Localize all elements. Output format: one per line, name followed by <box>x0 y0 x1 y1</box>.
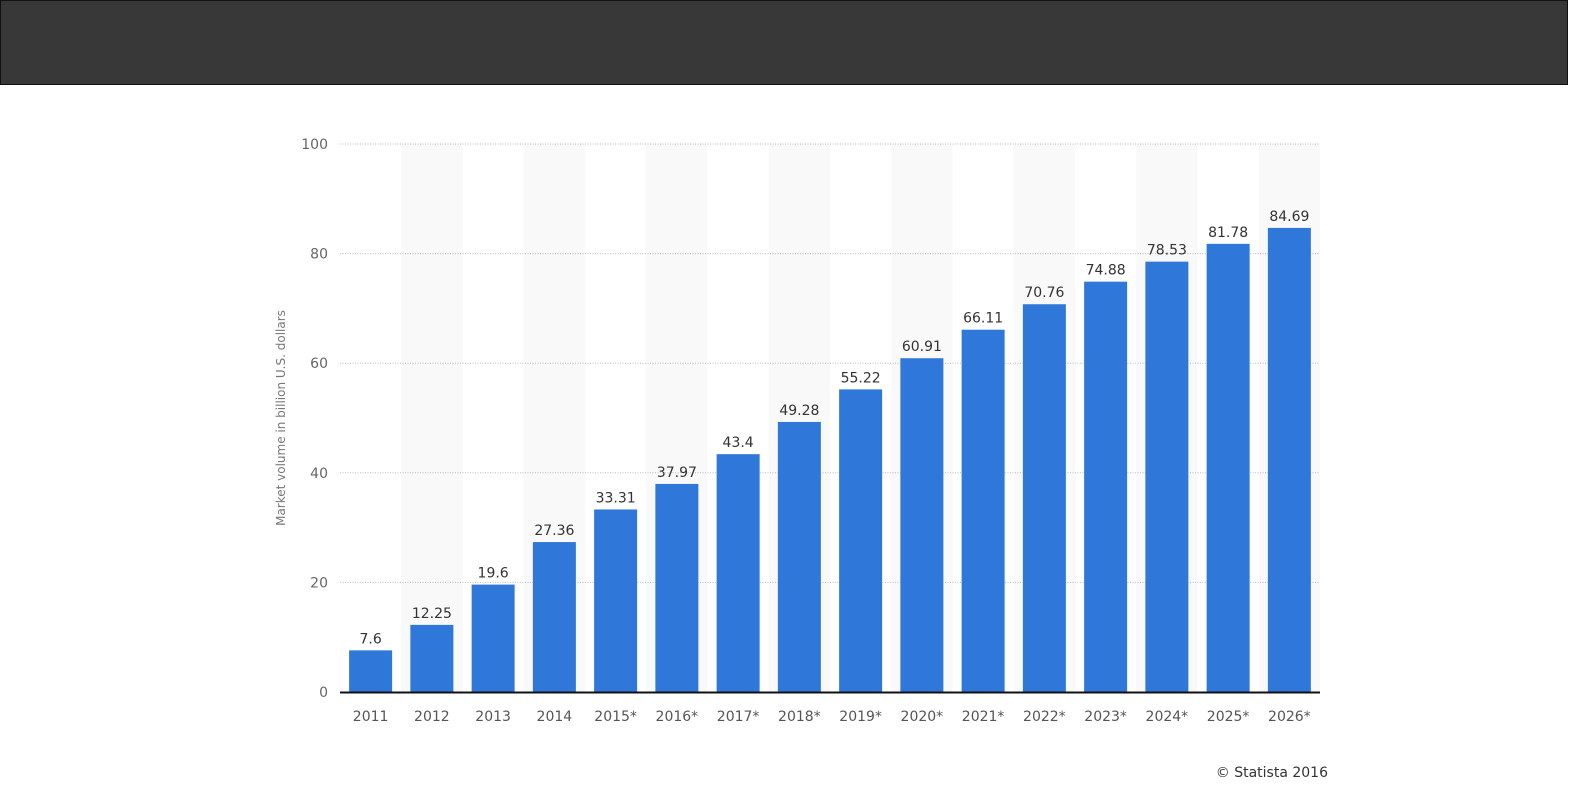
x-tick-label: 2022* <box>1023 709 1066 725</box>
bar <box>716 454 760 692</box>
data-label: 49.28 <box>779 403 819 419</box>
x-tick-label: 2024* <box>1146 709 1189 725</box>
bar <box>410 624 454 692</box>
x-tick-label: 2020* <box>901 709 944 725</box>
y-tick-label: 80 <box>310 247 328 263</box>
data-label: 55.22 <box>841 370 881 386</box>
data-label: 70.76 <box>1024 285 1064 301</box>
bar <box>900 358 944 692</box>
x-tick-label: 2013 <box>475 709 511 725</box>
data-label: 81.78 <box>1208 225 1248 241</box>
data-label: 37.97 <box>657 465 697 481</box>
bar <box>655 483 699 692</box>
data-label: 33.31 <box>596 490 636 506</box>
data-label: 7.6 <box>359 631 381 647</box>
bar <box>1206 243 1250 693</box>
x-tick-label: 2018* <box>778 709 821 725</box>
data-label: 74.88 <box>1086 263 1126 279</box>
y-tick-label: 0 <box>319 685 328 701</box>
x-tick-label: 2026* <box>1268 709 1311 725</box>
y-tick-label: 40 <box>310 466 328 482</box>
x-tick-label: 2015* <box>594 709 637 725</box>
bar <box>594 509 638 692</box>
data-label: 84.69 <box>1269 209 1309 225</box>
x-tick-label: 2016* <box>656 709 699 725</box>
bar <box>961 329 1005 692</box>
x-tick-label: 2014 <box>537 709 573 725</box>
bar <box>839 389 883 692</box>
x-tick-label: 2023* <box>1084 709 1127 725</box>
y-tick-label: 60 <box>310 356 328 372</box>
data-label: 43.4 <box>723 435 754 451</box>
bar <box>532 542 576 692</box>
bar <box>349 650 393 692</box>
x-tick-label: 2021* <box>962 709 1005 725</box>
y-tick-label: 100 <box>301 137 328 153</box>
y-tick-label: 20 <box>310 575 328 591</box>
data-label: 19.6 <box>478 566 509 582</box>
bar <box>777 421 821 692</box>
column-band <box>401 144 463 692</box>
data-label: 66.11 <box>963 311 1003 327</box>
x-tick-label: 2011 <box>353 709 389 725</box>
y-axis-label: Market volume in billion U.S. dollars <box>274 310 288 526</box>
x-tick-label: 2019* <box>839 709 882 725</box>
bar <box>1022 304 1066 692</box>
header-bar <box>0 0 1568 85</box>
x-tick-label: 2025* <box>1207 709 1250 725</box>
data-label: 12.25 <box>412 606 452 622</box>
x-tick-label: 2017* <box>717 709 760 725</box>
bar <box>1267 227 1311 692</box>
statista-credit: © Statista 2016 <box>1215 765 1328 781</box>
x-tick-label: 2012 <box>414 709 450 725</box>
data-label: 60.91 <box>902 339 942 355</box>
bar <box>471 584 515 692</box>
bar <box>1145 261 1189 692</box>
data-label: 27.36 <box>534 523 574 539</box>
data-label: 78.53 <box>1147 243 1187 259</box>
bar <box>1084 281 1128 692</box>
